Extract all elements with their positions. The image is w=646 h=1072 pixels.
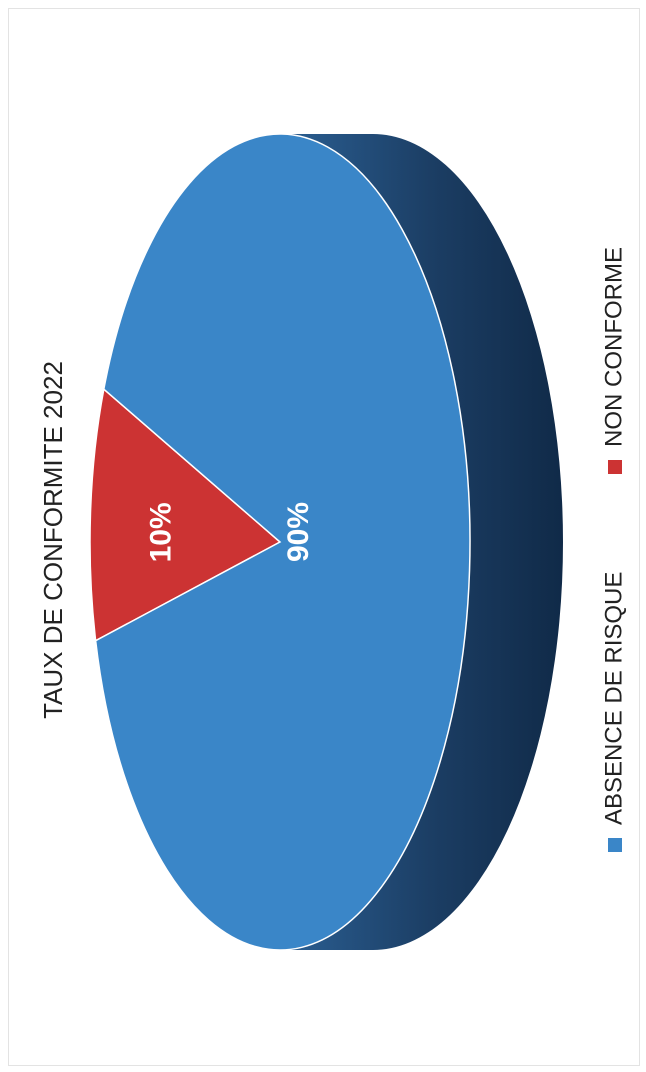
data-label-non-conforme: 10% [144, 502, 177, 562]
data-label-absence-de-risque: 90% [282, 502, 315, 562]
pie-slice-absence-de-risque [94, 133, 471, 951]
chart-title: TAUX DE CONFORMITE 2022 [38, 361, 68, 719]
pie-slice-non-conforme [89, 387, 282, 642]
legend-label-non-conforme: NON CONFORME [600, 247, 627, 447]
data-labels: 90% 10% [144, 502, 315, 562]
legend-label-absence-de-risque: ABSENCE DE RISQUE [600, 572, 627, 825]
pie-slices [89, 133, 471, 951]
legend-swatch-non-conforme [608, 460, 622, 474]
pie-depth-side [280, 134, 563, 950]
chart-legend: ABSENCE DE RISQUE NON CONFORME [600, 247, 627, 852]
legend-swatch-absence-de-risque [608, 838, 622, 852]
